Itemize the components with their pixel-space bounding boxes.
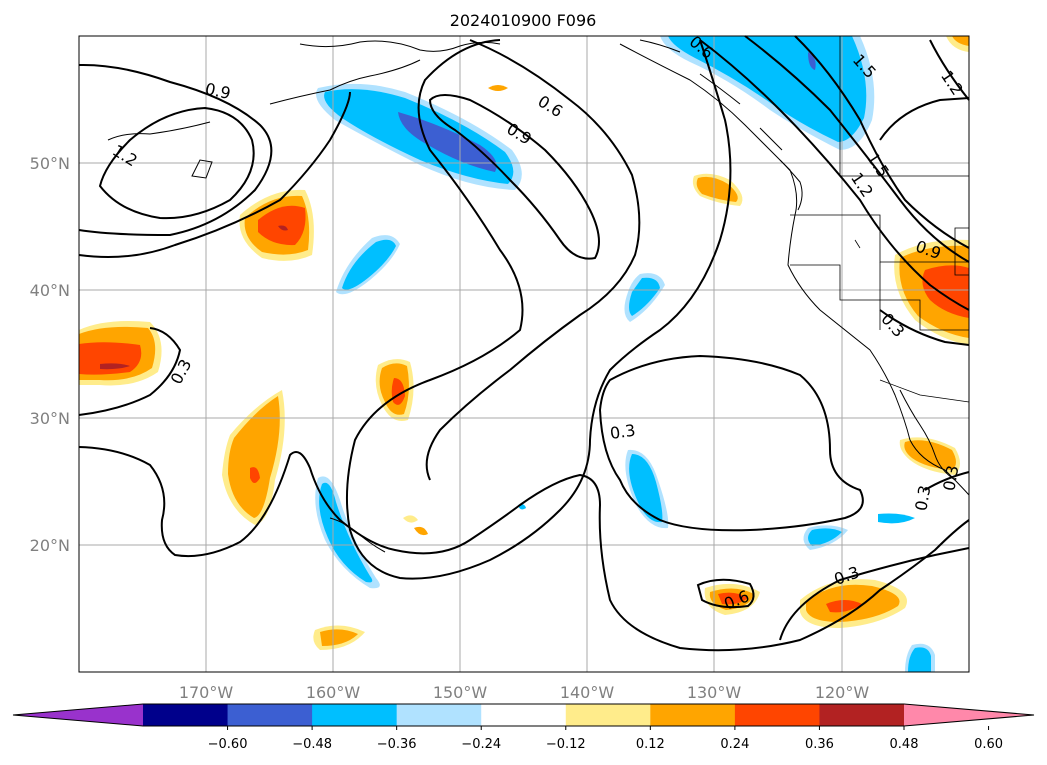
colorbar-segment [819, 704, 905, 726]
colorbar-tick-label: 0.12 [636, 737, 665, 752]
contour-0-9-west [78, 91, 351, 259]
contour-1-5 [744, 35, 970, 263]
contour-0-6-main [345, 39, 732, 580]
coastlines [107, 39, 970, 553]
lon-tick-label: 130°W [687, 683, 742, 702]
colorbar-tick-label: −0.60 [208, 737, 248, 752]
colorbar-extend-high [904, 704, 1034, 726]
contour-0-3-east [598, 354, 864, 532]
colorbar-segment [481, 704, 567, 726]
contour-label: 0.3 [939, 464, 962, 492]
latitude-tick-labels: 20°N 30°N 40°N 50°N [30, 154, 70, 555]
contour-0-3-california [879, 309, 970, 346]
contour-0-9-main [428, 94, 600, 260]
contour-0-9-east [879, 97, 970, 141]
colorbar-segment [227, 704, 313, 726]
lon-tick-label: 160°W [306, 683, 361, 702]
colorbar-outline [12, 703, 1035, 727]
lat-tick-label: 40°N [30, 281, 70, 300]
contour-0-3-main [78, 446, 970, 652]
map-panel: 0.9 1.2 0.6 0.9 0.3 0.3 0.3 0.6 0.3 0.6 … [78, 32, 970, 673]
colorbar-tick-label: −0.36 [377, 737, 417, 752]
colorbar-extend-low [13, 704, 143, 726]
lon-tick-label: 150°W [433, 683, 488, 702]
map-frame [78, 35, 970, 673]
colorbar-segment [312, 704, 398, 726]
lat-tick-label: 30°N [30, 409, 70, 428]
contour-0-6-mid [425, 39, 641, 481]
contour-0-3-baja [924, 471, 970, 491]
contour-1-2-east [699, 39, 970, 311]
contour-label: 0.9 [203, 79, 232, 103]
contour-0-6-small [696, 578, 755, 609]
contour-0-3-south [779, 547, 970, 641]
map-title: 2024010900 F096 [450, 11, 597, 30]
colorbar-segment [143, 704, 229, 726]
colorbar-segment [650, 704, 736, 726]
lat-tick-label: 50°N [30, 154, 70, 173]
contour-1-2-west [78, 63, 273, 237]
contour-1-2-inner [98, 106, 255, 220]
colorbar-tick-label: 0.36 [805, 737, 834, 752]
colorbar-tick-label: 0.60 [974, 737, 1003, 752]
contour-1-2-ne [929, 39, 970, 101]
colorbar: −0.60 −0.48 −0.36 −0.24 −0.12 0.12 0.24 0.36 0.4… [12, 703, 1035, 752]
lon-tick-label: 140°W [560, 683, 615, 702]
contour-1-5-inner [794, 35, 970, 249]
colorbar-tick-label: −0.24 [461, 737, 501, 752]
contours [78, 35, 970, 652]
colorbar-segment [565, 704, 651, 726]
shaded-field [79, 36, 969, 672]
contour-label: 0.3 [911, 484, 934, 512]
colorbar-segment [734, 704, 820, 726]
graticule [79, 36, 969, 672]
lon-tick-label: 120°W [815, 683, 870, 702]
colorbar-tick-label: 0.48 [890, 737, 919, 752]
contour-0-3-west [78, 327, 182, 416]
colorbar-tick-label: −0.12 [546, 737, 586, 752]
contour-label: 0.3 [609, 421, 637, 443]
lat-tick-label: 20°N [30, 536, 70, 555]
colorbar-segment [396, 704, 482, 726]
longitude-tick-labels: 170°W 160°W 150°W 140°W 130°W 120°W [179, 683, 870, 702]
colorbar-tick-label: 0.24 [720, 737, 749, 752]
lon-tick-label: 170°W [179, 683, 234, 702]
colorbar-tick-label: −0.48 [292, 737, 332, 752]
